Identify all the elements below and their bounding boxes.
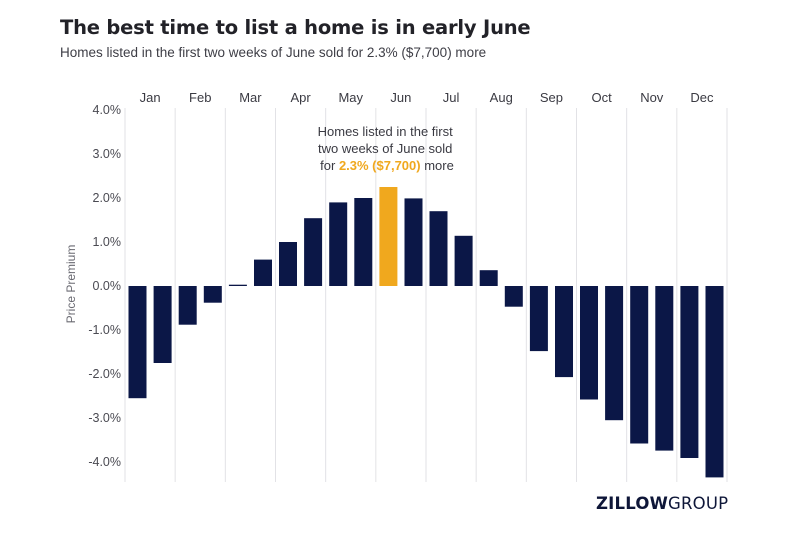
bar bbox=[153, 286, 172, 363]
bar bbox=[178, 286, 197, 325]
bar bbox=[555, 286, 573, 378]
y-tick-label: 4.0% bbox=[93, 103, 122, 117]
month-label: Jan bbox=[140, 90, 161, 105]
bar bbox=[304, 218, 323, 286]
bar bbox=[630, 286, 649, 444]
bar bbox=[529, 286, 548, 352]
y-tick-label: -1.0% bbox=[88, 323, 121, 337]
bar bbox=[203, 286, 222, 303]
bar bbox=[705, 286, 724, 478]
bar bbox=[228, 284, 247, 286]
bar bbox=[254, 259, 272, 286]
month-label: Nov bbox=[640, 90, 664, 105]
y-tick-label: 0.0% bbox=[93, 279, 122, 293]
bar bbox=[454, 235, 473, 286]
logo-light-text: GROUP bbox=[667, 494, 729, 513]
month-label: May bbox=[338, 90, 363, 105]
bar bbox=[680, 286, 699, 458]
y-tick-label: -3.0% bbox=[88, 411, 121, 425]
y-tick-label: 1.0% bbox=[93, 235, 122, 249]
bar bbox=[279, 242, 297, 286]
y-tick-label: 3.0% bbox=[93, 147, 122, 161]
bar bbox=[580, 286, 598, 400]
annotation: Homes listed in the first two weeks of J… bbox=[318, 124, 457, 173]
month-label: Aug bbox=[490, 90, 513, 105]
annotation-highlight: 2.3% ($7,700) bbox=[339, 158, 421, 173]
y-tick-label: -4.0% bbox=[88, 455, 121, 469]
bar bbox=[354, 198, 373, 286]
month-labels: Jan Feb Mar Apr May Jun Jul Aug Sep Oct Nov Dec bbox=[140, 90, 714, 105]
month-label: Feb bbox=[189, 90, 211, 105]
logo-bold-text: ZILLOW bbox=[596, 494, 668, 513]
month-label: Oct bbox=[591, 90, 612, 105]
bar bbox=[479, 270, 498, 286]
bar bbox=[404, 198, 423, 286]
month-label: Mar bbox=[239, 90, 262, 105]
month-label: Sep bbox=[540, 90, 563, 105]
y-tick-label: 2.0% bbox=[93, 191, 122, 205]
bar bbox=[429, 211, 448, 286]
bar-highlight bbox=[379, 187, 398, 286]
bar bbox=[605, 286, 624, 421]
annotation-line-1: Homes listed in the first bbox=[318, 124, 453, 139]
bar bbox=[329, 202, 348, 286]
chart-subtitle: Homes listed in the first two weeks of J… bbox=[60, 45, 487, 60]
month-label: Apr bbox=[290, 90, 311, 105]
annotation-line-3: for 2.3% ($7,700) more bbox=[320, 158, 454, 173]
month-label: Jun bbox=[390, 90, 411, 105]
annotation-line-2: two weeks of June sold bbox=[318, 141, 452, 156]
bar bbox=[655, 286, 674, 451]
annotation-prefix: for bbox=[320, 158, 339, 173]
bars bbox=[128, 187, 724, 478]
y-axis-label: Price Premium bbox=[64, 245, 78, 324]
y-tick-label: -2.0% bbox=[88, 367, 121, 381]
month-label: Dec bbox=[690, 90, 714, 105]
annotation-suffix: more bbox=[421, 158, 454, 173]
gridlines bbox=[124, 108, 728, 482]
month-label: Jul bbox=[443, 90, 460, 105]
zillow-group-logo: ZILLOWGROUP bbox=[596, 494, 728, 513]
y-tick-labels: 4.0% 3.0% 2.0% 1.0% 0.0% -1.0% -2.0% -3.0% -4.0% bbox=[88, 103, 121, 469]
chart-title: The best time to list a home is in early… bbox=[60, 16, 531, 39]
bar bbox=[128, 286, 147, 399]
bar bbox=[504, 286, 523, 307]
